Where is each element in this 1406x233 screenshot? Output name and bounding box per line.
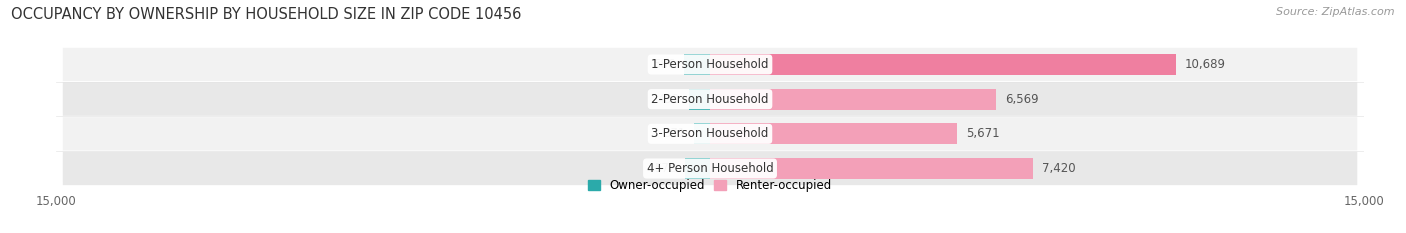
Text: 6,569: 6,569 [1005,93,1039,106]
Text: 7,420: 7,420 [1042,162,1076,175]
Bar [693,123,710,144]
Legend: Owner-occupied, Renter-occupied: Owner-occupied, Renter-occupied [583,175,837,197]
Text: 5,671: 5,671 [966,127,1000,140]
Bar [710,158,1033,179]
Bar [710,123,957,144]
Text: 492: 492 [658,93,681,106]
FancyBboxPatch shape [63,117,1357,151]
Text: 572: 572 [654,162,676,175]
Text: 586: 586 [654,58,676,71]
Bar [710,54,1175,75]
Text: 3-Person Household: 3-Person Household [651,127,769,140]
FancyBboxPatch shape [63,152,1357,185]
Text: 10,689: 10,689 [1185,58,1226,71]
Bar [685,158,710,179]
Bar [685,54,710,75]
Bar [710,89,997,110]
Text: 1-Person Household: 1-Person Household [651,58,769,71]
Bar [689,89,710,110]
Text: OCCUPANCY BY OWNERSHIP BY HOUSEHOLD SIZE IN ZIP CODE 10456: OCCUPANCY BY OWNERSHIP BY HOUSEHOLD SIZE… [11,7,522,22]
Text: 4+ Person Household: 4+ Person Household [647,162,773,175]
Text: 2-Person Household: 2-Person Household [651,93,769,106]
Text: Source: ZipAtlas.com: Source: ZipAtlas.com [1277,7,1395,17]
Text: 371: 371 [662,127,685,140]
FancyBboxPatch shape [63,82,1357,116]
FancyBboxPatch shape [63,48,1357,81]
